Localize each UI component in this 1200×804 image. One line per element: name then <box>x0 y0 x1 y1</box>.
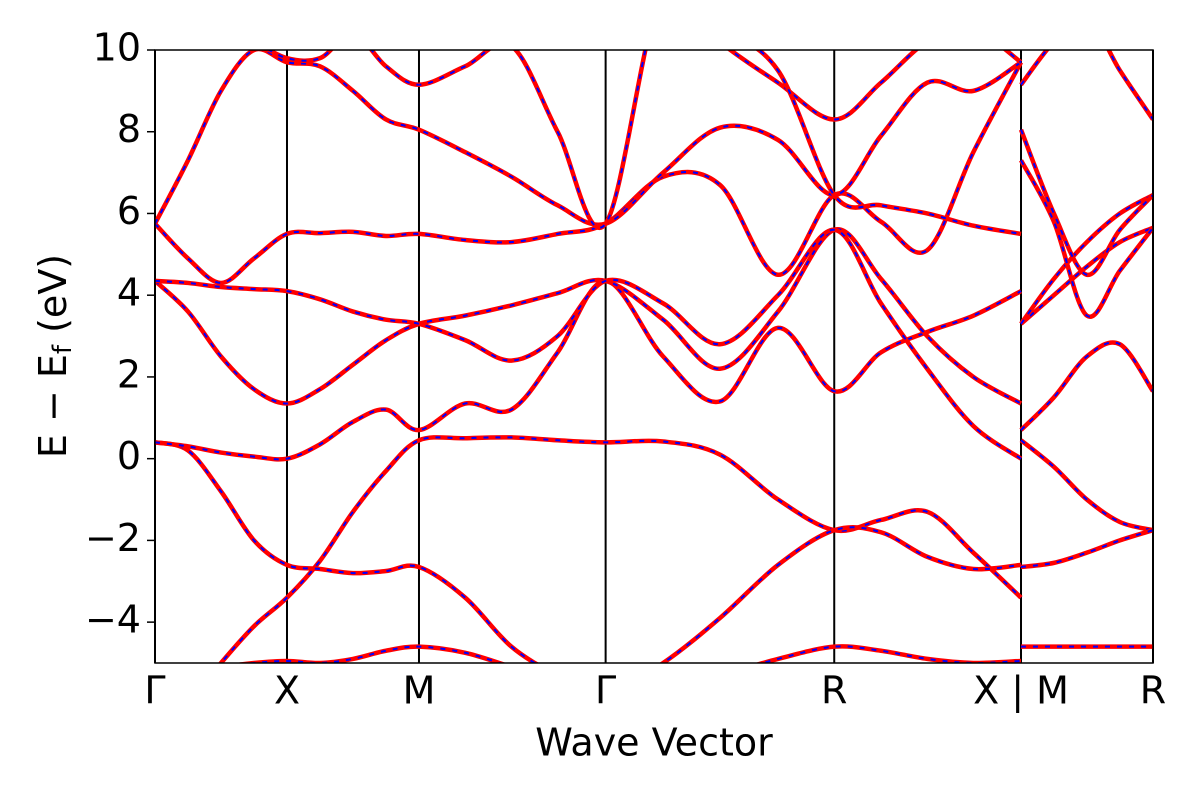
y-tick-label: 2 <box>117 352 141 396</box>
band-line-overlay <box>155 50 1153 276</box>
band-line <box>155 225 1153 406</box>
y-axis-label: E − Ef (eV) <box>31 254 78 458</box>
bands <box>155 50 1153 663</box>
band-line-overlay <box>757 50 1022 235</box>
grid <box>147 49 1154 663</box>
x-tick-label: X | M <box>973 669 1069 714</box>
y-label-sub: f <box>48 344 78 354</box>
band-line-overlay <box>244 645 1153 663</box>
band-line-overlay <box>155 226 1153 405</box>
y-tick-label: 10 <box>93 26 141 70</box>
y-tick-label: 4 <box>117 271 141 315</box>
y-tick-label: 6 <box>117 189 141 233</box>
x-tick-label: R <box>821 669 847 713</box>
band-line-overlay <box>267 50 1153 229</box>
y-tick-label: 8 <box>117 107 141 151</box>
x-axis-label: Wave Vector <box>535 721 773 765</box>
x-tick-label: X <box>274 669 300 713</box>
x-tick-label: Γ <box>595 669 616 713</box>
band-line-overlay <box>155 194 1153 460</box>
labels: −4 −2 0 2 4 6 8 10 Γ X M Γ R X | M R <box>85 26 1166 714</box>
band-line-overlay <box>155 61 1153 318</box>
x-tick-label: R <box>1140 669 1166 713</box>
band-line-overlay <box>155 441 1153 663</box>
band-line <box>155 278 1153 462</box>
y-label-unit: (eV) <box>31 254 75 345</box>
y-tick-label: −4 <box>85 598 141 642</box>
x-tick-label: Γ <box>144 669 165 713</box>
band-line <box>155 50 1153 278</box>
band-line-overlay <box>155 279 1153 461</box>
y-label-main: E − E <box>31 354 75 458</box>
y-tick-label: −2 <box>85 516 141 560</box>
band-line <box>155 193 1153 461</box>
band-line <box>754 50 1022 237</box>
y-tick-label: 0 <box>117 434 141 478</box>
band-line-overlay <box>219 436 1153 663</box>
x-tick-label: M <box>403 669 436 713</box>
band-line <box>264 50 1153 230</box>
band-line <box>155 61 1153 319</box>
plot-frame <box>154 49 1154 664</box>
